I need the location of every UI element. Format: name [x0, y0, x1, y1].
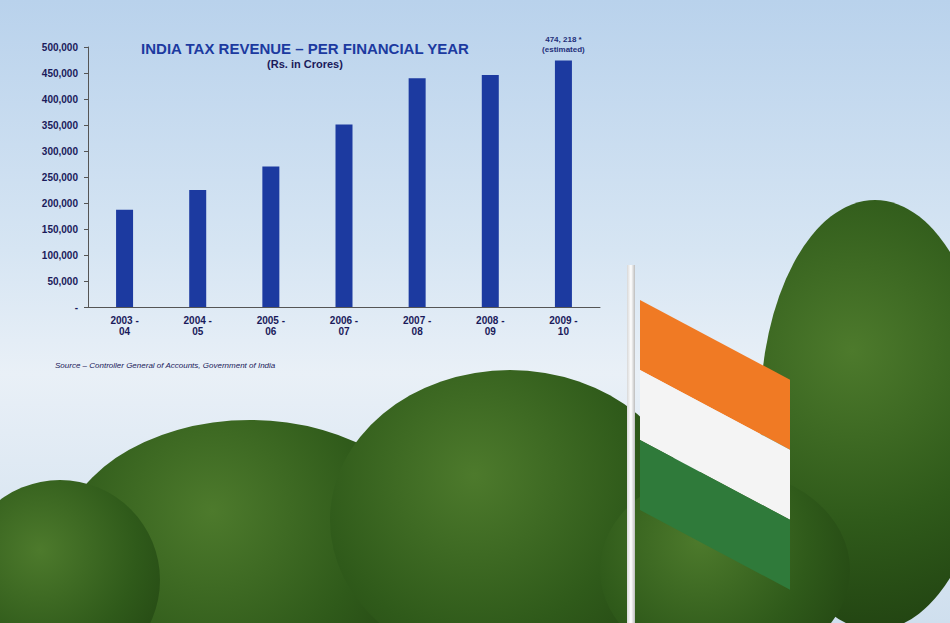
svg-text:(Rs. in Crores): (Rs. in Crores) — [267, 58, 343, 70]
svg-text:06: 06 — [265, 326, 277, 337]
svg-text:2003 -: 2003 - — [110, 315, 138, 326]
svg-text:2004 -: 2004 - — [184, 315, 212, 326]
svg-text:300,000: 300,000 — [42, 146, 79, 157]
svg-text:200,000: 200,000 — [42, 198, 79, 209]
svg-text:50,000: 50,000 — [47, 276, 78, 287]
svg-text:474, 218 *: 474, 218 * — [545, 35, 582, 44]
svg-text:2009 -: 2009 - — [549, 315, 577, 326]
svg-text:450,000: 450,000 — [42, 68, 79, 79]
svg-text:-: - — [75, 302, 78, 313]
svg-text:10: 10 — [558, 326, 570, 337]
svg-text:2007 -: 2007 - — [403, 315, 431, 326]
svg-text:150,000: 150,000 — [42, 224, 79, 235]
svg-text:(estimated): (estimated) — [542, 45, 585, 54]
svg-text:2005 -: 2005 - — [257, 315, 285, 326]
svg-text:09: 09 — [485, 326, 497, 337]
svg-text:08: 08 — [412, 326, 424, 337]
svg-text:2008 -: 2008 - — [476, 315, 504, 326]
svg-text:INDIA TAX REVENUE – PER FINANC: INDIA TAX REVENUE – PER FINANCIAL YEAR — [141, 40, 469, 57]
svg-text:500,000: 500,000 — [42, 42, 79, 53]
svg-text:100,000: 100,000 — [42, 250, 79, 261]
svg-text:05: 05 — [192, 326, 204, 337]
svg-text:Source – Controller General of: Source – Controller General of Accounts,… — [55, 361, 276, 370]
svg-text:250,000: 250,000 — [42, 172, 79, 183]
svg-text:04: 04 — [119, 326, 131, 337]
svg-text:350,000: 350,000 — [42, 120, 79, 131]
svg-text:2006 -: 2006 - — [330, 315, 358, 326]
svg-text:400,000: 400,000 — [42, 94, 79, 105]
svg-text:07: 07 — [338, 326, 350, 337]
